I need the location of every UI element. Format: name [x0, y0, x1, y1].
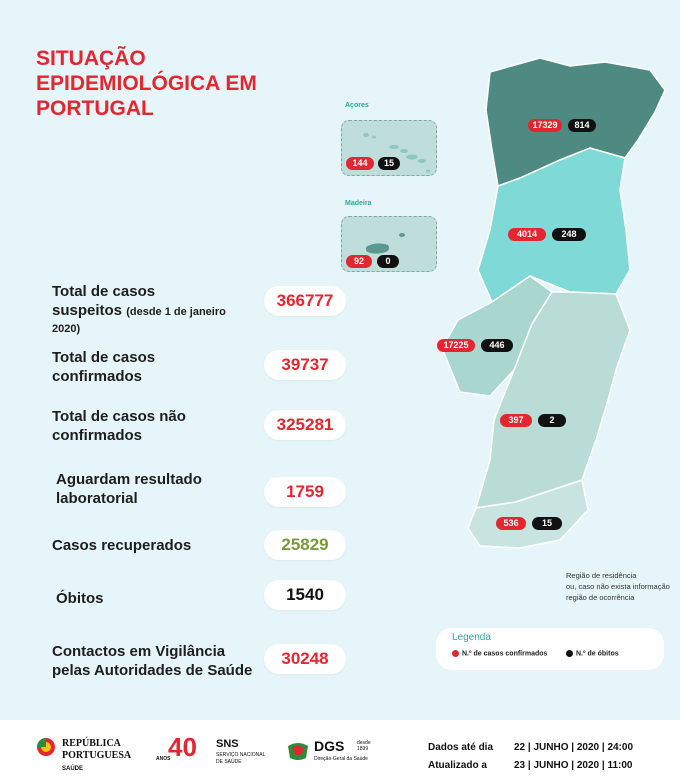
- acores-cases-badge: 144: [346, 157, 374, 170]
- title-line-2: EPIDEMIOLÓGICA EM: [36, 72, 257, 95]
- region-algarve: [467, 479, 589, 549]
- madeira-label: Madeira: [345, 200, 372, 207]
- stat-label-aguardam: Aguardam resultado laboratorial: [56, 471, 202, 507]
- page-title: SITUAÇÃO EPIDEMIOLÓGICA EM PORTUGAL: [36, 46, 336, 121]
- algarve-deaths-badge: 15: [532, 517, 562, 530]
- legend-title: Legenda: [452, 632, 491, 643]
- stat-value-aguardam: 1759: [264, 477, 346, 507]
- alentejo-deaths-badge: 2: [538, 414, 566, 427]
- forty-logo: 40: [168, 732, 197, 762]
- centro-deaths-badge: 248: [552, 228, 586, 241]
- stat-value-confirmados: 39737: [264, 350, 346, 380]
- stat-value-contactos: 30248: [264, 644, 346, 674]
- republica-emblem-icon: [37, 738, 55, 756]
- stat-label-obitos: Óbitos: [56, 590, 104, 607]
- lvt-deaths-badge: 446: [481, 339, 513, 352]
- region-centro: [477, 147, 631, 304]
- forty-anos: ANOS: [156, 756, 171, 762]
- acores-deaths-badge: 15: [378, 157, 400, 170]
- republica-saude: SAÚDE: [62, 766, 84, 772]
- lvt-cases-badge: 17225: [437, 339, 475, 352]
- algarve-cases-badge: 536: [496, 517, 526, 530]
- title-line-1: SITUAÇÃO: [36, 47, 146, 70]
- stat-label-contactos: Contactos em Vigilância pelas Autoridade…: [52, 643, 253, 679]
- legend-deaths-dot: [566, 650, 573, 657]
- region-note: Região de residência ou, caso não exista…: [566, 571, 670, 602]
- dgs-logo: DGS: [314, 738, 345, 754]
- sns-sub1: SERVIÇO NACIONAL: [216, 752, 266, 758]
- dgs-sub: Direção-Geral da Saúde: [314, 756, 368, 762]
- centro-cases-badge: 4014: [508, 228, 546, 241]
- republica-line2: PORTUGUESA: [62, 750, 132, 761]
- atualizado-label: Atualizado a: [428, 760, 487, 771]
- madeira-deaths-badge: 0: [377, 255, 399, 268]
- stat-label-confirmados: Total de casos confirmados: [52, 349, 156, 385]
- legend: Legenda N.º de casos confirmados N.º de …: [436, 628, 664, 670]
- acores-islands-shape: [363, 133, 430, 173]
- title-line-3: PORTUGAL: [36, 97, 154, 120]
- region-lvt: [441, 275, 554, 397]
- stat-value-suspeitos: 366777: [264, 286, 346, 316]
- norte-cases-badge: 17329: [528, 119, 562, 132]
- stat-value-recuperados: 25829: [264, 530, 346, 560]
- legend-cases-dot: [452, 650, 459, 657]
- atualizado-value: 23 | JUNHO | 2020 | 11:00: [514, 760, 633, 771]
- acores-label: Açores: [345, 102, 369, 109]
- madeira-cases-badge: 92: [346, 255, 372, 268]
- stat-label-nao-confirmados: Total de casos não confirmados: [52, 408, 186, 444]
- alentejo-cases-badge: 397: [500, 414, 532, 427]
- dgs-since: desde 1899: [357, 740, 371, 752]
- dados-label: Dados até dia: [428, 742, 494, 753]
- madeira-islands-shape: [366, 233, 405, 254]
- stat-value-obitos: 1540: [264, 580, 346, 610]
- republica-line1: REPÚBLICA: [62, 738, 121, 749]
- legend-deaths: N.º de óbitos: [566, 650, 619, 657]
- sns-logo: SNS: [216, 738, 239, 750]
- sns-sub2: DE SAÚDE: [216, 759, 242, 765]
- footer: REPÚBLICA PORTUGUESA SAÚDE 40 ANOS SNS S…: [0, 720, 680, 778]
- stat-value-nao-confirmados: 325281: [264, 410, 346, 440]
- stat-label-recuperados: Casos recuperados: [52, 537, 192, 554]
- dgs-emblem-icon: [288, 743, 308, 760]
- stat-label-suspeitos: Total de casos suspeitos (desde 1 de jan…: [52, 283, 226, 335]
- portugal-map: [441, 57, 666, 549]
- dados-value: 22 | JUNHO | 2020 | 24:00: [514, 742, 634, 753]
- norte-deaths-badge: 814: [568, 119, 596, 132]
- legend-cases: N.º de casos confirmados: [452, 650, 547, 657]
